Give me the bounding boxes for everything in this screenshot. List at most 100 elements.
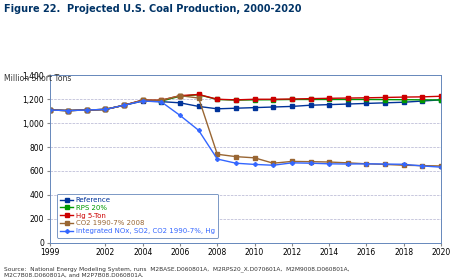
Integrated NOx, SO2, CO2 1990-7%, Hg [364, 162, 369, 165]
Integrated NOx, SO2, CO2 1990-7%, Hg [289, 161, 295, 165]
Hg 5-Ton [326, 97, 332, 100]
Integrated NOx, SO2, CO2 1990-7%, Hg [177, 114, 183, 117]
RPS 20% [196, 93, 201, 96]
Hg 5-Ton [177, 94, 183, 97]
CO2 1990-7% 2008 [326, 160, 332, 164]
RPS 20% [308, 98, 313, 101]
Text: Figure 22.  Projected U.S. Coal Production, 2000-2020: Figure 22. Projected U.S. Coal Productio… [4, 4, 302, 14]
Reference [233, 107, 238, 110]
Reference [289, 105, 295, 108]
CO2 1990-7% 2008 [382, 163, 388, 166]
Hg 5-Ton [270, 98, 276, 101]
Integrated NOx, SO2, CO2 1990-7%, Hg [326, 162, 332, 165]
Hg 5-Ton [438, 95, 444, 98]
CO2 1990-7% 2008 [308, 160, 313, 163]
Integrated NOx, SO2, CO2 1990-7%, Hg [84, 108, 90, 112]
Reference [382, 101, 388, 105]
RPS 20% [438, 98, 444, 102]
CO2 1990-7% 2008 [122, 104, 127, 107]
Hg 5-Ton [122, 104, 127, 107]
Integrated NOx, SO2, CO2 1990-7%, Hg [308, 162, 313, 165]
Line: Hg 5-Ton: Hg 5-Ton [48, 93, 443, 112]
Reference [215, 107, 220, 110]
Integrated NOx, SO2, CO2 1990-7%, Hg [215, 157, 220, 161]
RPS 20% [84, 108, 90, 112]
Reference [84, 108, 90, 112]
Reference [364, 102, 369, 105]
Integrated NOx, SO2, CO2 1990-7%, Hg [270, 163, 276, 167]
Integrated NOx, SO2, CO2 1990-7%, Hg [233, 162, 238, 165]
Reference [159, 100, 164, 103]
RPS 20% [103, 108, 108, 111]
RPS 20% [252, 98, 257, 102]
RPS 20% [122, 104, 127, 107]
Reference [345, 102, 351, 106]
Hg 5-Ton [289, 97, 295, 101]
Line: Integrated NOx, SO2, CO2 1990-7%, Hg: Integrated NOx, SO2, CO2 1990-7%, Hg [48, 99, 443, 169]
Integrated NOx, SO2, CO2 1990-7%, Hg [122, 104, 127, 107]
RPS 20% [140, 99, 145, 102]
Hg 5-Ton [252, 98, 257, 101]
Integrated NOx, SO2, CO2 1990-7%, Hg [65, 109, 71, 112]
RPS 20% [177, 95, 183, 98]
Integrated NOx, SO2, CO2 1990-7%, Hg [401, 163, 406, 166]
Hg 5-Ton [159, 98, 164, 102]
Integrated NOx, SO2, CO2 1990-7%, Hg [420, 164, 425, 168]
Hg 5-Ton [420, 95, 425, 98]
CO2 1990-7% 2008 [364, 162, 369, 165]
Integrated NOx, SO2, CO2 1990-7%, Hg [159, 100, 164, 104]
Reference [47, 108, 52, 112]
Hg 5-Ton [308, 97, 313, 100]
CO2 1990-7% 2008 [103, 108, 108, 111]
RPS 20% [326, 98, 332, 101]
Hg 5-Ton [196, 93, 201, 96]
Reference [65, 109, 71, 112]
CO2 1990-7% 2008 [438, 164, 444, 168]
Reference [177, 101, 183, 105]
CO2 1990-7% 2008 [233, 155, 238, 158]
Integrated NOx, SO2, CO2 1990-7%, Hg [103, 108, 108, 111]
Hg 5-Ton [215, 98, 220, 101]
RPS 20% [401, 98, 406, 101]
RPS 20% [289, 98, 295, 101]
CO2 1990-7% 2008 [420, 164, 425, 167]
CO2 1990-7% 2008 [252, 156, 257, 160]
Integrated NOx, SO2, CO2 1990-7%, Hg [438, 165, 444, 169]
Hg 5-Ton [401, 95, 406, 99]
RPS 20% [420, 98, 425, 102]
Integrated NOx, SO2, CO2 1990-7%, Hg [47, 108, 52, 112]
Hg 5-Ton [140, 98, 145, 102]
CO2 1990-7% 2008 [65, 109, 71, 112]
RPS 20% [233, 98, 238, 102]
Integrated NOx, SO2, CO2 1990-7%, Hg [140, 99, 145, 103]
Hg 5-Ton [103, 108, 108, 111]
Hg 5-Ton [84, 108, 90, 112]
Text: Million Short Tons: Million Short Tons [4, 74, 72, 83]
CO2 1990-7% 2008 [140, 98, 145, 102]
RPS 20% [65, 109, 71, 112]
Reference [196, 105, 201, 108]
Hg 5-Ton [382, 96, 388, 99]
Integrated NOx, SO2, CO2 1990-7%, Hg [345, 162, 351, 166]
CO2 1990-7% 2008 [289, 160, 295, 163]
Hg 5-Ton [364, 96, 369, 100]
Reference [326, 103, 332, 106]
Reference [401, 100, 406, 104]
Legend: Reference, RPS 20%, Hg 5-Ton, CO2 1990-7% 2008, Integrated NOx, SO2, CO2 1990-7%: Reference, RPS 20%, Hg 5-Ton, CO2 1990-7… [57, 194, 218, 238]
Reference [122, 104, 127, 107]
RPS 20% [270, 98, 276, 101]
RPS 20% [215, 98, 220, 101]
CO2 1990-7% 2008 [215, 153, 220, 156]
RPS 20% [382, 98, 388, 101]
Reference [103, 108, 108, 111]
Line: Reference: Reference [48, 98, 443, 112]
Hg 5-Ton [345, 96, 351, 100]
CO2 1990-7% 2008 [159, 98, 164, 102]
CO2 1990-7% 2008 [401, 163, 406, 167]
RPS 20% [345, 98, 351, 101]
CO2 1990-7% 2008 [270, 162, 276, 165]
Reference [252, 106, 257, 109]
CO2 1990-7% 2008 [196, 96, 201, 100]
RPS 20% [47, 108, 52, 112]
Reference [438, 98, 444, 102]
